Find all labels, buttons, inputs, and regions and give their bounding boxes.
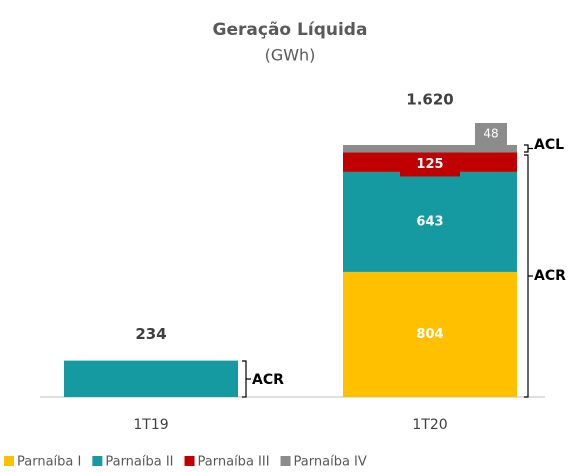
- bracket: [242, 360, 251, 398]
- legend-swatch: [280, 456, 291, 466]
- value-label: 48: [483, 127, 498, 141]
- label-box: [475, 123, 507, 145]
- value-label: 643: [416, 214, 443, 229]
- legend-swatch: [4, 456, 14, 466]
- legend-label: Parnaíba I: [17, 455, 81, 470]
- annotation: ACR: [252, 372, 284, 388]
- bar-segment: [343, 271, 517, 397]
- label-box: [400, 152, 460, 177]
- annotation: ACR: [534, 268, 566, 284]
- total-label: 1.620: [406, 91, 453, 109]
- bar-segment: [64, 360, 238, 397]
- value-label: 125: [416, 157, 443, 172]
- legend-label: Parnaíba III: [198, 455, 270, 470]
- bracket: [524, 144, 533, 153]
- legend-label: Parnaíba IV: [294, 455, 367, 470]
- x-tick-label: 1T19: [133, 417, 168, 433]
- annotation: ACL: [534, 137, 564, 153]
- chart-subtitle: (GWh): [265, 46, 316, 65]
- bracket: [524, 154, 533, 398]
- legend-swatch: [184, 456, 195, 466]
- bar-segment: [343, 145, 517, 153]
- chart-title: Geração Líquida: [213, 20, 368, 40]
- legend-label: Parnaíba II: [105, 455, 173, 470]
- x-tick-label: 1T20: [412, 417, 447, 433]
- legend-swatch: [92, 456, 103, 466]
- value-label: 804: [416, 327, 443, 342]
- bar-segment: [343, 171, 517, 272]
- total-label: 234: [135, 325, 166, 343]
